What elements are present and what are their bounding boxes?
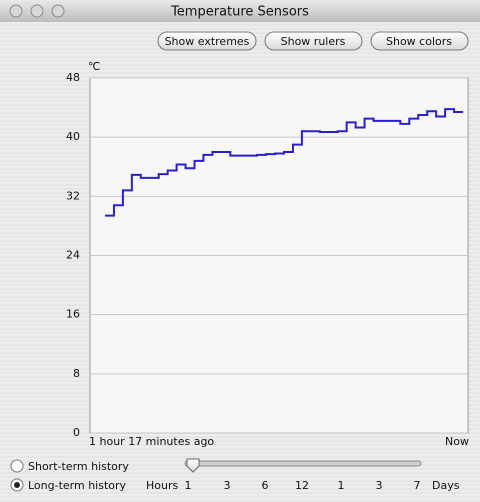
radio-label[interactable]: Short-term history — [28, 460, 129, 473]
button[interactable]: Show colors — [370, 31, 469, 51]
y-tick-label: 16 — [66, 308, 80, 321]
y-tick-label: 40 — [66, 130, 80, 143]
y-axis-label: ℃ — [88, 60, 100, 73]
y-tick-label: 8 — [73, 367, 80, 380]
days-label: Days — [432, 479, 460, 492]
y-tick-label: 48 — [66, 71, 80, 84]
y-tick-label: 0 — [73, 426, 80, 439]
radio-label[interactable]: Long-term history — [28, 479, 127, 492]
slider-label: 1 — [185, 479, 192, 492]
window-title: Temperature Sensors — [170, 5, 309, 20]
slider-label: 6 — [262, 479, 269, 492]
slider-track[interactable] — [184, 460, 422, 467]
x-end-label: Now — [445, 435, 469, 448]
slider-label: 1 — [338, 479, 345, 492]
radio[interactable]: Long-term history — [10, 478, 127, 492]
button-label[interactable]: Show colors — [386, 35, 452, 48]
title-bar — [0, 0, 480, 22]
button-label[interactable]: Show extremes — [165, 35, 250, 48]
slider-label: 12 — [295, 479, 309, 492]
button[interactable]: Show rulers — [264, 31, 363, 51]
button-label[interactable]: Show rulers — [281, 35, 346, 48]
x-start-label: 1 hour 17 minutes ago — [89, 435, 214, 448]
data-line — [105, 108, 463, 217]
radio[interactable]: Short-term history — [10, 459, 129, 473]
slider-label: 7 — [414, 479, 421, 492]
radio-selected — [14, 482, 20, 488]
y-tick-label: 32 — [66, 189, 80, 202]
slider-label: 3 — [224, 479, 231, 492]
slider-label: 3 — [376, 479, 383, 492]
window-controls[interactable] — [9, 4, 65, 18]
hours-label: Hours — [146, 479, 178, 492]
slider-thumb[interactable] — [186, 458, 200, 473]
button[interactable]: Show extremes — [157, 31, 257, 51]
y-tick-label: 24 — [66, 249, 80, 262]
